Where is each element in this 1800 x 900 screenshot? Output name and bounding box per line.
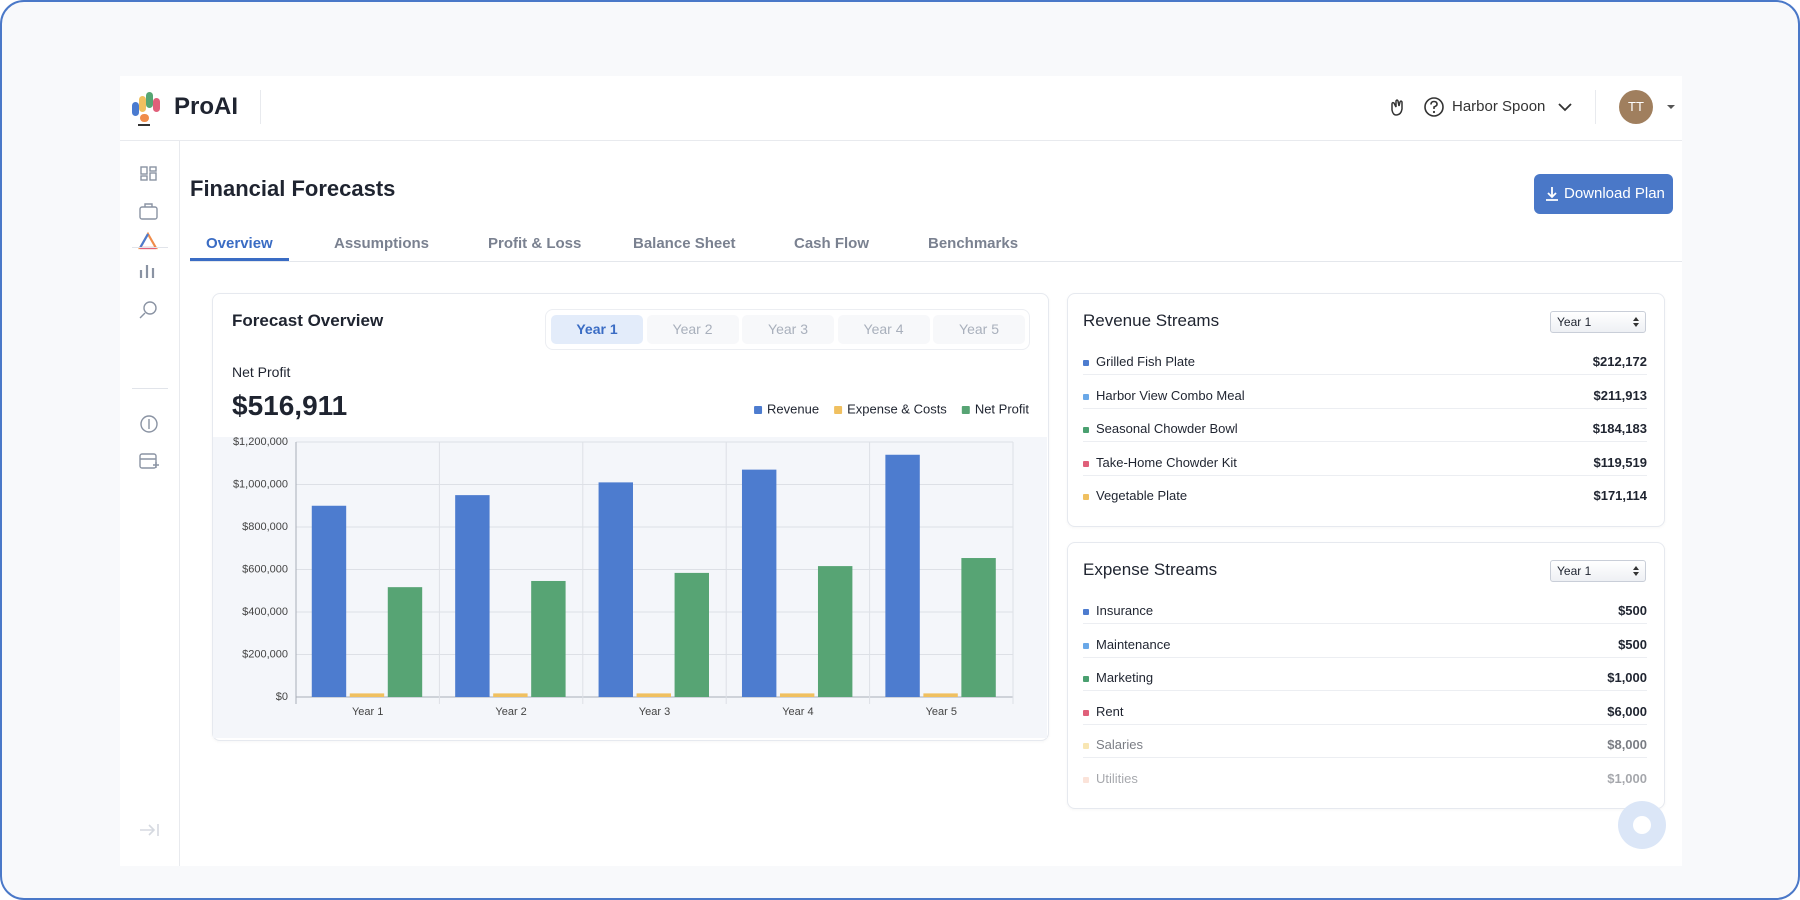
download-button[interactable] [1534,174,1673,214]
page-title: Financial Forecasts [190,176,396,201]
row-divider [1083,474,1647,476]
stream-name: Vegetable Plate [1096,488,1188,504]
metric-value: $516,911 [232,390,348,421]
period-select[interactable] [1550,311,1646,333]
header-divider [1595,90,1596,124]
stream-dot [1083,676,1089,683]
stream-name: Maintenance [1096,636,1171,652]
period-pill[interactable]: Year 1 [551,315,643,344]
expense-card [1067,542,1665,809]
stream-value: $212,172 [1592,354,1647,369]
stream-name: Seasonal Chowder Bowl [1096,421,1238,437]
stream-name: Utilities [1096,771,1138,786]
stream-value: $171,114 [1593,488,1647,504]
stream-dot [1083,460,1089,467]
avatar-caret[interactable] [1666,102,1676,112]
stream-dot [1083,642,1089,649]
stream-dot [1083,494,1089,501]
tab-underline [190,258,289,261]
row-divider [1083,723,1647,725]
stream-value: $184,183 [1592,421,1647,437]
stream-name: Harbor View Combo Meal [1096,387,1245,403]
row-divider [1083,757,1647,759]
tab[interactable]: Balance Sheet [633,235,736,252]
download-button-label[interactable]: Download Plan [1564,185,1665,202]
download-icon[interactable] [1543,185,1561,203]
sidebar-divider [132,247,168,248]
stream-name: Salaries [1096,737,1143,753]
tab[interactable]: Benchmarks [928,235,1019,252]
period-select-value[interactable]: Year 1 [1557,564,1592,578]
sidebar-icons [138,166,159,469]
card-title: Expense Streams [1083,560,1218,579]
avatar[interactable]: TT [1619,90,1653,124]
forecast-card [212,293,1049,741]
stream-name: Take-Home Chowder Kit [1096,454,1237,470]
tab[interactable]: Profit & Loss [488,235,582,252]
sidebar [120,141,180,866]
stream-dot [1083,609,1089,615]
chat-icon[interactable] [1630,813,1654,837]
row-divider [1083,623,1647,624]
tab[interactable]: Cash Flow [794,235,870,252]
logo-icon[interactable] [130,88,170,128]
stream-dot [1083,709,1089,716]
stream-value: $6,000 [1607,703,1647,719]
stream-dot [1083,427,1089,434]
stream-dot [1083,777,1089,783]
stream-value: $1,000 [1607,771,1647,786]
card-title: Forecast Overview [232,311,384,330]
tab[interactable]: Overview [206,235,273,252]
stream-name: Marketing [1096,670,1154,686]
stream-value: $119,519 [1593,454,1647,470]
stream-name: Rent [1096,703,1124,719]
card-title: Revenue Streams [1083,311,1220,330]
account-chevron[interactable] [1556,99,1574,115]
metric-label: Net Profit [232,364,291,380]
wave-icon[interactable] [1386,96,1408,118]
account-name[interactable]: Harbor Spoon [1452,98,1546,115]
stream-value: $500 [1618,603,1647,618]
period-pill[interactable]: Year 3 [742,315,834,344]
stream-dot [1083,393,1089,400]
stream-name: Grilled Fish Plate [1096,354,1195,369]
period-pill[interactable]: Year 4 [837,315,930,344]
stream-value: $1,000 [1607,670,1647,686]
period-pill[interactable]: Year 2 [646,315,739,344]
period-select-value[interactable]: Year 1 [1557,315,1592,329]
tab[interactable]: Assumptions [334,235,430,252]
tabs-border [190,261,1682,262]
header-divider [260,90,261,124]
select-arrows[interactable] [1632,315,1640,327]
row-divider [1083,441,1647,443]
stream-dot [1083,360,1089,366]
row-divider [1083,690,1647,692]
period-pill[interactable]: Year 5 [933,315,1025,344]
row-divider [1083,656,1647,658]
select-arrows[interactable] [1632,564,1640,576]
header [120,76,1682,141]
stream-value: $500 [1618,636,1647,652]
sidebar-divider [132,388,168,389]
brand-name[interactable]: ProAI [174,93,239,120]
stream-value: $211,913 [1593,387,1647,403]
row-divider [1083,407,1647,409]
collapse-icon[interactable] [138,822,162,838]
help-icon[interactable] [1423,96,1445,118]
stream-name: Insurance [1096,603,1154,618]
period-select[interactable] [1550,560,1646,582]
stream-value: $8,000 [1607,737,1647,753]
row-divider [1083,374,1647,375]
stream-dot [1083,743,1089,750]
